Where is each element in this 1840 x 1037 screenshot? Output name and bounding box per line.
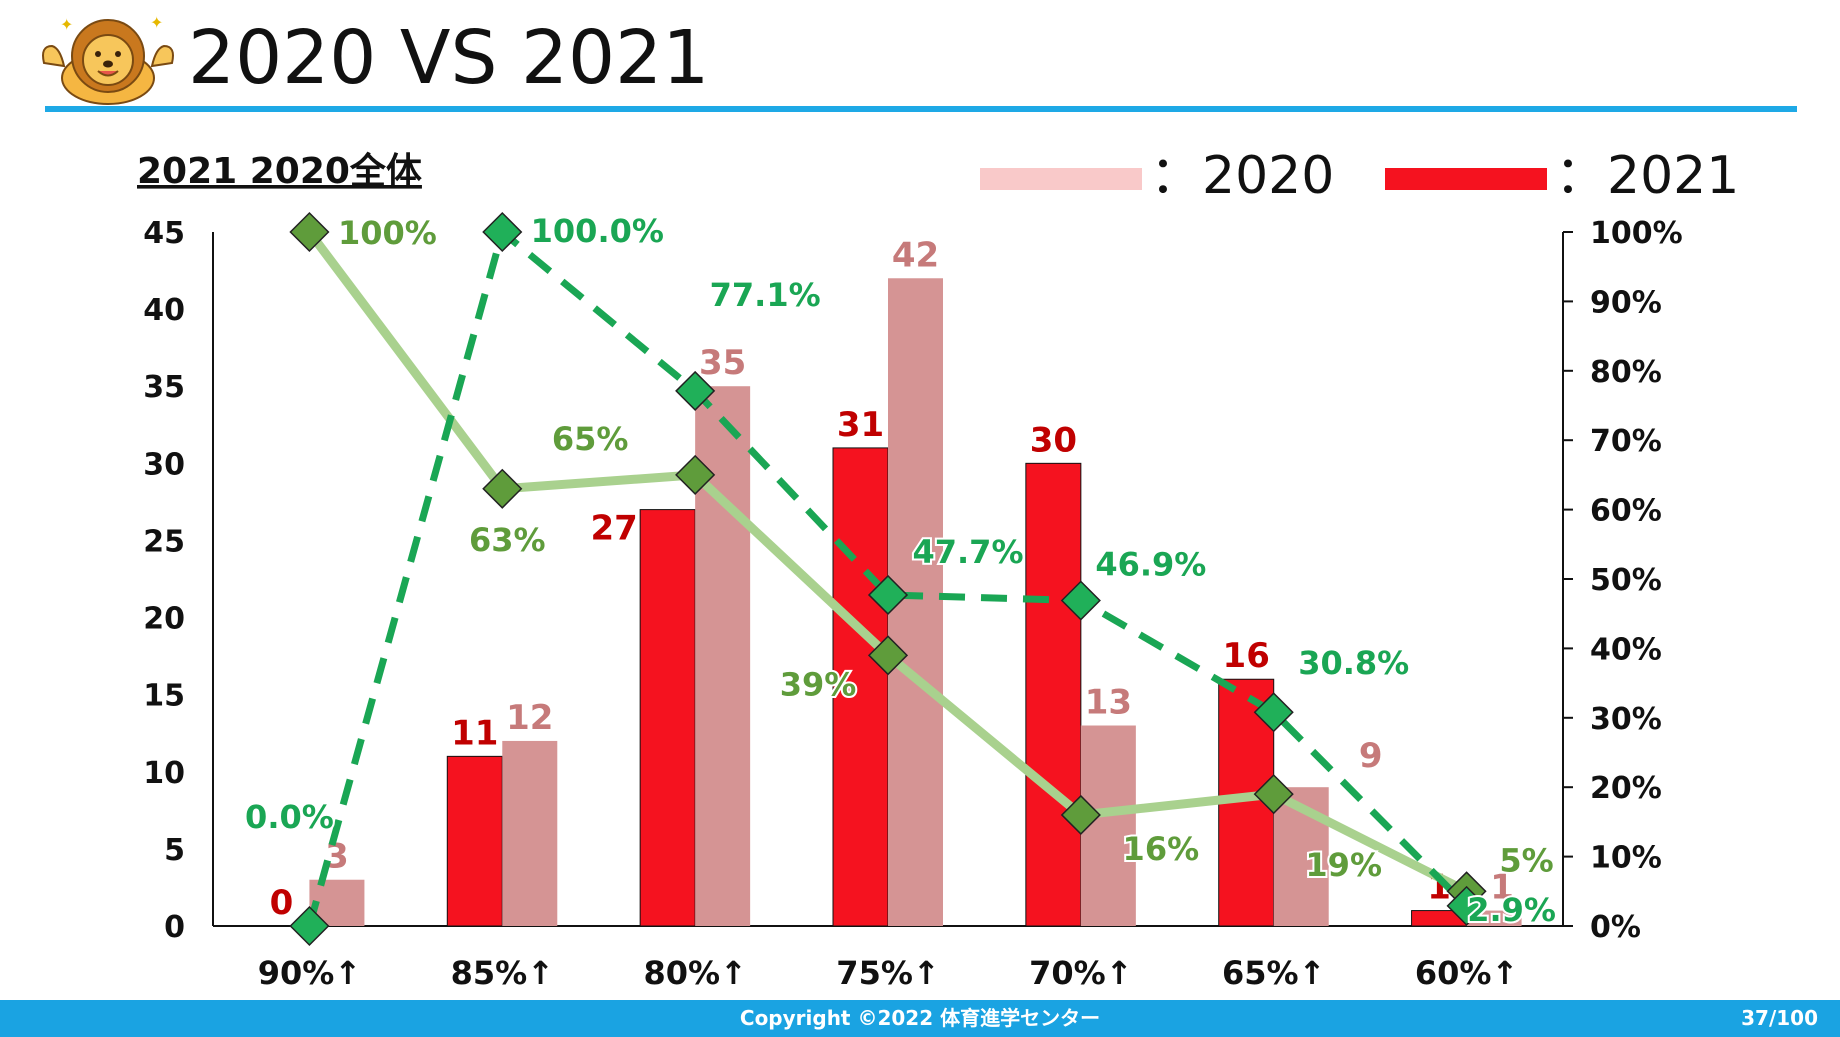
y-left-tick-label: 30 bbox=[143, 447, 185, 482]
marker-2021 bbox=[675, 370, 716, 411]
bar-2020-label: 1 bbox=[1490, 868, 1514, 908]
bar-2021 bbox=[1025, 462, 1082, 927]
chart-legend: ：2020 ：2021 bbox=[980, 146, 1739, 206]
footer-bar: Copyright ©2022 体育進学センター 37/100 bbox=[0, 1000, 1840, 1037]
bar-2021-label: 31 bbox=[837, 405, 884, 445]
y-left-tick-label: 5 bbox=[164, 833, 185, 868]
y-left-tick-label: 0 bbox=[164, 910, 185, 945]
y-left-tick-label: 45 bbox=[143, 216, 185, 251]
footer-copyright: Copyright ©2022 体育進学センター bbox=[739, 1006, 1101, 1030]
y-right-tick-label: 30% bbox=[1590, 702, 1662, 737]
bar-2020-label: 9 bbox=[1359, 736, 1383, 776]
line-2021-label: 30.8% bbox=[1298, 644, 1409, 682]
x-tick-label: 65%↑ bbox=[1222, 954, 1325, 992]
marker-2021 bbox=[482, 211, 523, 253]
marker-2021 bbox=[867, 574, 909, 616]
y-right-tick-label: 0% bbox=[1590, 910, 1641, 945]
combo-chart: 2021 2020全体 ：2020 ：2021 0510152025303540… bbox=[137, 146, 1739, 992]
marker-2020 bbox=[1060, 794, 1101, 836]
page-number: 37/100 bbox=[1741, 1006, 1818, 1030]
legend-label-2020: ：2020 bbox=[1150, 146, 1334, 206]
line-2020-label: 16% bbox=[1123, 830, 1200, 868]
line-2020-label: 63% bbox=[469, 521, 546, 559]
line-2020-label: 39% bbox=[780, 665, 857, 703]
line-2020-label: 100% bbox=[338, 214, 437, 252]
bar-2020-label: 12 bbox=[506, 698, 553, 738]
marker-2020 bbox=[867, 635, 909, 676]
y-left-tick-label: 15 bbox=[143, 679, 185, 714]
x-tick-label: 60%↑ bbox=[1415, 954, 1518, 992]
bar-2021 bbox=[832, 447, 889, 927]
bar-2021-label: 16 bbox=[1223, 636, 1270, 676]
y-right-tick-label: 10% bbox=[1590, 841, 1662, 876]
y-right-tick-label: 70% bbox=[1590, 424, 1662, 459]
bar-2021-label: 27 bbox=[590, 509, 637, 549]
line-2021-label: 100.0% bbox=[531, 212, 664, 250]
line-2021-label: 0.0% bbox=[245, 798, 334, 836]
x-tick-label: 70%↑ bbox=[1029, 954, 1132, 992]
y-left-tick-label: 10 bbox=[143, 756, 185, 791]
legend-swatch-2021 bbox=[1385, 168, 1547, 190]
y-left-tick-label: 25 bbox=[143, 524, 185, 559]
y-left-tick-label: 20 bbox=[143, 602, 185, 637]
y-right-tick-label: 50% bbox=[1590, 563, 1662, 598]
bar-2020 bbox=[502, 740, 558, 926]
marker-2021 bbox=[1446, 885, 1487, 926]
line-2021-label: 47.7% bbox=[912, 533, 1023, 571]
bar-2020-label: 35 bbox=[699, 343, 746, 383]
svg-text:✦: ✦ bbox=[150, 13, 163, 32]
header-rule bbox=[45, 106, 1797, 112]
bar-2020-label: 42 bbox=[892, 235, 939, 275]
bar-2020 bbox=[1466, 910, 1522, 926]
line-2020-label: 65% bbox=[552, 420, 629, 458]
chart-title: 2021 2020全体 bbox=[137, 150, 422, 192]
marker-2021 bbox=[1253, 692, 1294, 733]
lion-logo-icon: ✦ ✦ bbox=[42, 13, 174, 105]
y-right-tick-label: 100% bbox=[1590, 216, 1683, 251]
bar-2021-label: 11 bbox=[451, 713, 498, 753]
x-tick-label: 80%↑ bbox=[643, 954, 746, 992]
marker-2020 bbox=[289, 211, 330, 253]
x-tick-label: 85%↑ bbox=[451, 954, 554, 992]
line-2021-label: 46.9% bbox=[1095, 546, 1206, 584]
x-tick-label: 90%↑ bbox=[258, 954, 361, 992]
line-2021-label: 2.9% bbox=[1467, 891, 1556, 929]
marker-2020 bbox=[1253, 774, 1294, 815]
y-right-tick-label: 20% bbox=[1590, 771, 1662, 806]
legend-swatch-2020 bbox=[980, 168, 1142, 190]
marker-2020 bbox=[482, 468, 523, 509]
svg-text:✦: ✦ bbox=[60, 15, 73, 34]
line-2020-label: 5% bbox=[1499, 841, 1553, 879]
bar-2021 bbox=[639, 509, 696, 927]
line-2020-label: 19% bbox=[1305, 846, 1382, 884]
bar-2020-label: 13 bbox=[1085, 683, 1132, 723]
legend-label-2021: ：2021 bbox=[1555, 146, 1739, 206]
y-right-tick-label: 40% bbox=[1590, 632, 1662, 667]
y-right-tick-label: 80% bbox=[1590, 355, 1662, 390]
y-right-tick-label: 90% bbox=[1590, 285, 1662, 320]
line-2021-label: 77.1% bbox=[710, 276, 821, 314]
marker-2020 bbox=[675, 454, 716, 495]
bar-2021 bbox=[446, 755, 503, 927]
slide-header: ✦ ✦ 2020 VS 2021 bbox=[38, 0, 1798, 115]
y-left-tick-label: 40 bbox=[143, 293, 185, 328]
slide-title: 2020 VS 2021 bbox=[188, 15, 710, 101]
bar-2020-label: 3 bbox=[325, 837, 349, 877]
x-tick-label: 75%↑ bbox=[836, 954, 939, 992]
y-left-tick-label: 35 bbox=[143, 370, 185, 405]
bar-2021-label: 0 bbox=[270, 883, 294, 923]
marker-2021 bbox=[289, 905, 330, 947]
bar-2021-label: 30 bbox=[1030, 420, 1077, 460]
marker-2021 bbox=[1060, 580, 1101, 621]
y-right-tick-label: 60% bbox=[1590, 494, 1662, 529]
